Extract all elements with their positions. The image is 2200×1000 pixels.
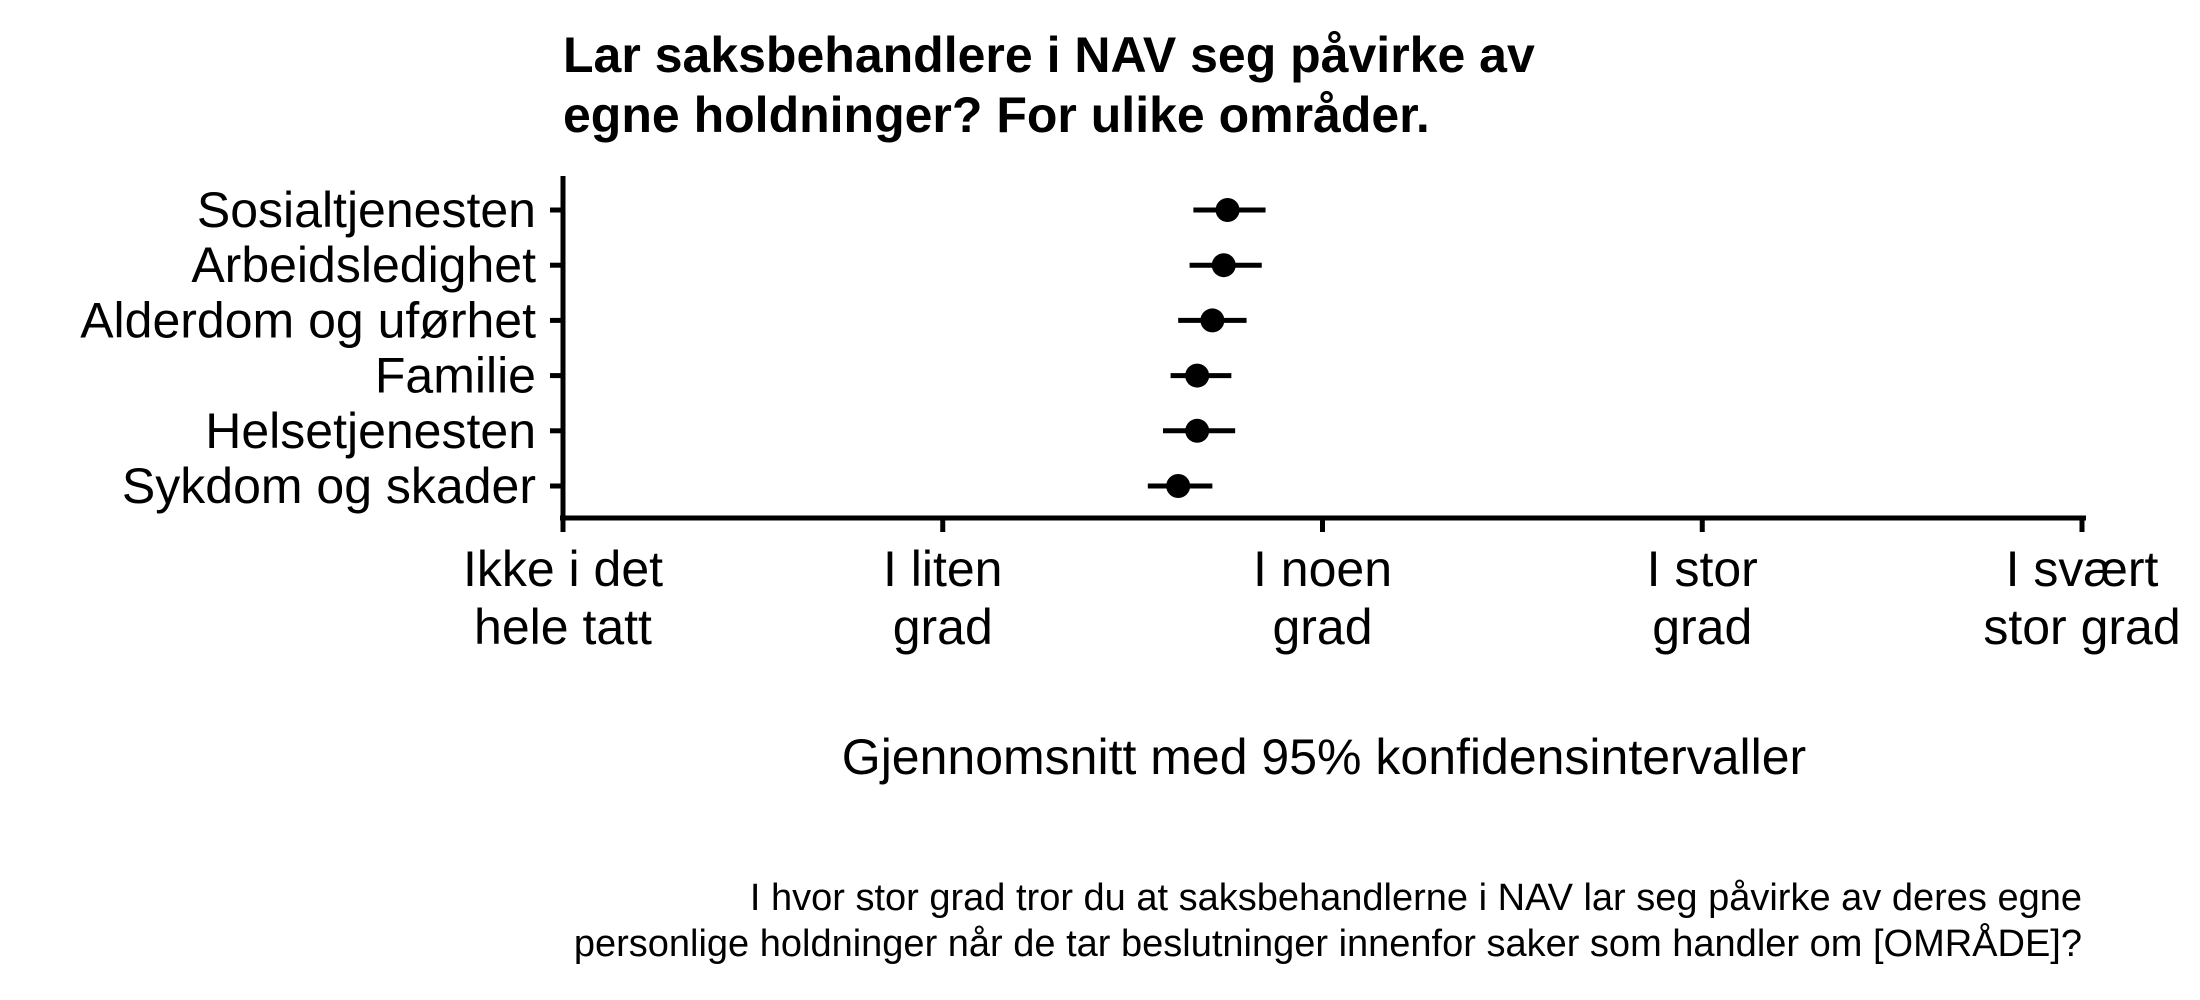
category-label: Sykdom og skader <box>122 458 536 514</box>
x-tick-label: I liten <box>883 541 1003 597</box>
category-label: Familie <box>375 348 536 404</box>
x-tick-label: grad <box>1272 599 1372 655</box>
chart-title-line-2: egne holdninger? For ulike områder. <box>563 87 1430 143</box>
y-axis-ticks <box>550 207 563 489</box>
chart-caption: I hvor stor grad tror du at saksbehandle… <box>574 877 2082 965</box>
mean-point <box>1200 308 1225 333</box>
mean-point <box>1215 198 1240 222</box>
category-label: Sosialtjenesten <box>197 182 536 238</box>
x-tick-label: I noen <box>1253 541 1392 597</box>
mean-points <box>1166 198 1240 498</box>
category-label: Helsetjenesten <box>205 403 536 459</box>
category-label: Alderdom og uførhet <box>80 292 536 348</box>
x-tick-label: I svært <box>2006 541 2159 597</box>
category-label: Arbeidsledighet <box>191 237 536 293</box>
x-tick-label: grad <box>893 599 993 655</box>
mean-point <box>1166 474 1191 498</box>
x-tick-label: stor grad <box>1983 599 2180 655</box>
x-tick-label: hele tatt <box>474 599 652 655</box>
chart-title: Lar saksbehandlere i NAV seg påvirke av … <box>563 27 1535 143</box>
x-axis-ticks <box>560 518 2085 532</box>
chart-caption-line-1: I hvor stor grad tror du at saksbehandle… <box>750 877 2082 919</box>
x-axis-label: Gjennomsnitt med 95% konfidensintervalle… <box>842 729 1806 785</box>
mean-point <box>1185 418 1210 443</box>
x-tick-label: Ikke i det <box>463 541 663 597</box>
x-tick-label: grad <box>1652 599 1752 655</box>
confidence-intervals <box>1147 207 1266 489</box>
mean-point <box>1211 253 1236 278</box>
mean-point <box>1185 363 1210 388</box>
chart-title-line-1: Lar saksbehandlere i NAV seg påvirke av <box>563 27 1535 83</box>
chart-caption-line-2: personlige holdninger når de tar beslutn… <box>574 921 2082 965</box>
x-tick-label: I stor <box>1647 541 1758 597</box>
